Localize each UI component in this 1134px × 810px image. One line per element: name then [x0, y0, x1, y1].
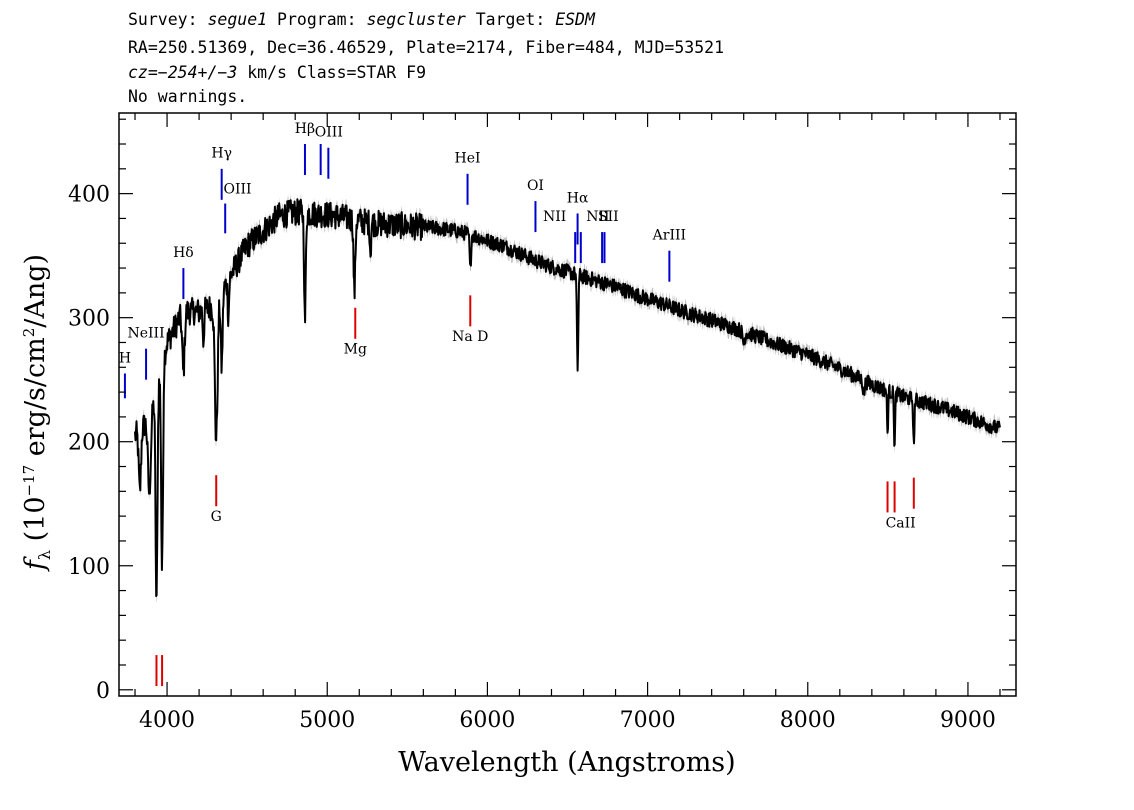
line-label: ArIII: [652, 228, 686, 244]
y-axis-title-unit2: erg/s/cm: [20, 337, 51, 465]
y-axis-title-end: /Ang): [20, 254, 51, 328]
y-axis-title: fλ (10−17 erg/s/cm2/Ang): [20, 254, 54, 572]
target-label: Target:: [465, 10, 556, 29]
line-label: H: [119, 350, 131, 366]
line-label: NII: [586, 209, 609, 225]
y-axis-title-f: f: [20, 556, 51, 572]
class-text: km/s Class=STAR F9: [237, 63, 427, 82]
error-band-layer: [135, 193, 1000, 603]
line-label: Hβ: [295, 121, 315, 137]
line-label: OI: [527, 178, 544, 194]
program-label: Program:: [267, 10, 367, 29]
x-tick-label: 9000: [940, 708, 996, 733]
line-label: Hδ: [173, 245, 194, 261]
y-tick-label: 300: [68, 307, 110, 332]
y-axis-title-sq: 2: [20, 328, 38, 338]
y-axis-title-exp: −17: [20, 465, 38, 497]
y-tick-label: 400: [68, 183, 110, 208]
line-label: OIII: [315, 125, 343, 141]
x-tick-label: 8000: [780, 708, 836, 733]
y-axis-title-sub: λ: [35, 550, 54, 560]
svg-text:fλ (10−17 erg/s/cm2/Ang): fλ (10−17 erg/s/cm2/Ang): [20, 254, 54, 572]
x-axis-title: Wavelength (Angstroms): [398, 747, 735, 778]
x-tick-label: 4000: [139, 708, 195, 733]
y-tick-label: 0: [96, 679, 110, 704]
flux-series-line: [134, 198, 1001, 598]
program-value: segcluster: [366, 10, 466, 29]
error-band: [135, 193, 1000, 603]
cz-value: =−254+/−3: [147, 63, 238, 82]
header-line-1: Survey: segue1 Program: segcluster Targe…: [128, 10, 595, 29]
x-tick-label: 7000: [620, 708, 676, 733]
header-line-3: cz=−254+/−3 km/s Class=STAR F9: [128, 63, 426, 82]
x-tick-label: 5000: [299, 708, 355, 733]
line-label: Hγ: [211, 146, 232, 162]
line-label: G: [211, 509, 222, 525]
line-label: SII: [598, 209, 619, 225]
y-tick-label: 200: [68, 431, 110, 456]
flux-layer: [134, 198, 1001, 598]
header-line-2: RA=250.51369, Dec=36.46529, Plate=2174, …: [128, 38, 725, 57]
line-label: OIII: [223, 182, 251, 198]
line-label: Na D: [452, 329, 488, 345]
x-tick-label: 6000: [459, 708, 515, 733]
survey-value: segue1: [207, 10, 268, 29]
cz-prefix: cz: [128, 63, 148, 82]
plot-frame: [118, 112, 1017, 697]
line-label: HeI: [455, 151, 481, 167]
y-axis-title-unit: (10: [20, 496, 51, 549]
line-label: NeIII: [127, 326, 164, 342]
line-label: NII: [543, 209, 566, 225]
line-label: Mg: [344, 342, 367, 358]
survey-label: Survey:: [128, 10, 208, 29]
target-value: ESDM: [555, 10, 595, 29]
header-line-4: No warnings.: [128, 87, 248, 106]
line-label: CaII: [886, 515, 916, 531]
line-label: Hα: [567, 190, 589, 206]
axes-layer: 4000 5000 6000 7000 8000 9000 0 100 200 300 400: [68, 112, 1017, 733]
y-tick-label: 100: [68, 555, 110, 580]
